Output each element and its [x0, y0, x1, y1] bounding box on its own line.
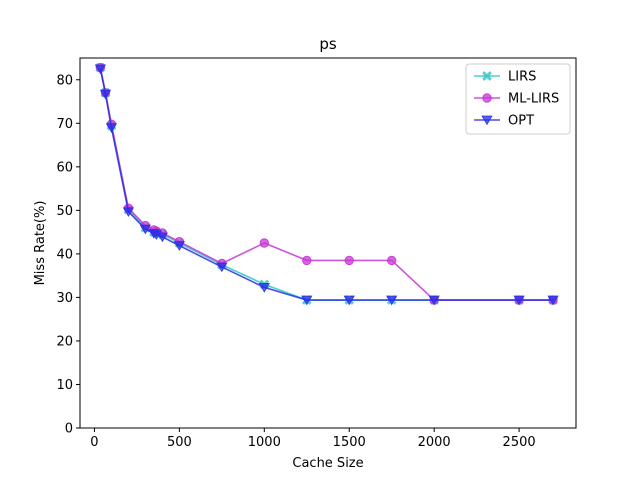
- y-tick-label: 0: [65, 422, 73, 437]
- y-tick-label: 60: [56, 160, 73, 175]
- y-tick-label: 30: [56, 291, 73, 306]
- x-tick-label: 2500: [503, 435, 536, 450]
- legend-label-ml-lirs: ML-LIRS: [508, 92, 559, 107]
- data-point-ml-lirs: [344, 255, 354, 266]
- x-tick-label: 1500: [333, 435, 366, 450]
- x-tick-label: 1000: [248, 435, 281, 450]
- y-tick-label: 80: [56, 73, 73, 88]
- y-axis: 0 10 20 30 40 50 60 70 80: [56, 73, 80, 437]
- x-axis-label: Cache Size: [292, 456, 363, 471]
- data-point-opt: [547, 295, 559, 306]
- legend: LIRS ML-LIRS OPT: [465, 63, 571, 135]
- legend-item-opt: OPT: [474, 114, 534, 129]
- legend-marker-ml-lirs: [482, 93, 492, 103]
- y-tick-label: 50: [56, 204, 73, 219]
- axes-frame: [79, 57, 577, 429]
- y-tick-label: 10: [56, 378, 73, 393]
- x-axis: 0 500 1000 1500 2000 2500: [90, 428, 536, 450]
- data-point-opt: [156, 232, 169, 243]
- x-tick-label: 500: [167, 435, 192, 450]
- data-point-opt: [301, 295, 313, 306]
- data-point-ml-lirs: [386, 255, 397, 266]
- legend-marker-opt: [481, 115, 493, 126]
- data-point-opt: [258, 283, 270, 293]
- data-point-opt: [139, 224, 152, 235]
- data-point-ml-lirs: [259, 238, 270, 248]
- y-axis-label: Miss Rate(%): [33, 201, 48, 286]
- x-tick-label: 2000: [418, 435, 451, 450]
- data-point-ml-lirs: [302, 255, 312, 266]
- legend-label-lirs: LIRS: [508, 70, 536, 85]
- legend-marker-lirs: [482, 71, 492, 81]
- legend-label-opt: OPT: [508, 114, 534, 129]
- y-tick-label: 40: [56, 247, 73, 262]
- data-point-opt: [513, 295, 525, 306]
- y-tick-label: 70: [56, 117, 73, 132]
- data-point-opt: [122, 207, 135, 217]
- data-point-opt: [216, 262, 228, 273]
- data-point-opt: [105, 123, 118, 133]
- y-tick-label: 20: [56, 334, 73, 349]
- x-tick-label: 0: [90, 435, 98, 450]
- data-point-opt: [428, 295, 440, 306]
- data-point-opt: [343, 295, 355, 306]
- legend-item-ml-lirs: ML-LIRS: [474, 92, 559, 107]
- chart-title: ps: [319, 35, 337, 53]
- legend-item-lirs: LIRS: [474, 70, 536, 85]
- plot-area: [94, 62, 559, 306]
- data-point-opt: [99, 89, 112, 100]
- data-point-opt: [173, 241, 186, 251]
- series-opt: [94, 64, 559, 306]
- data-point-opt: [94, 64, 107, 75]
- data-point-opt: [386, 295, 398, 306]
